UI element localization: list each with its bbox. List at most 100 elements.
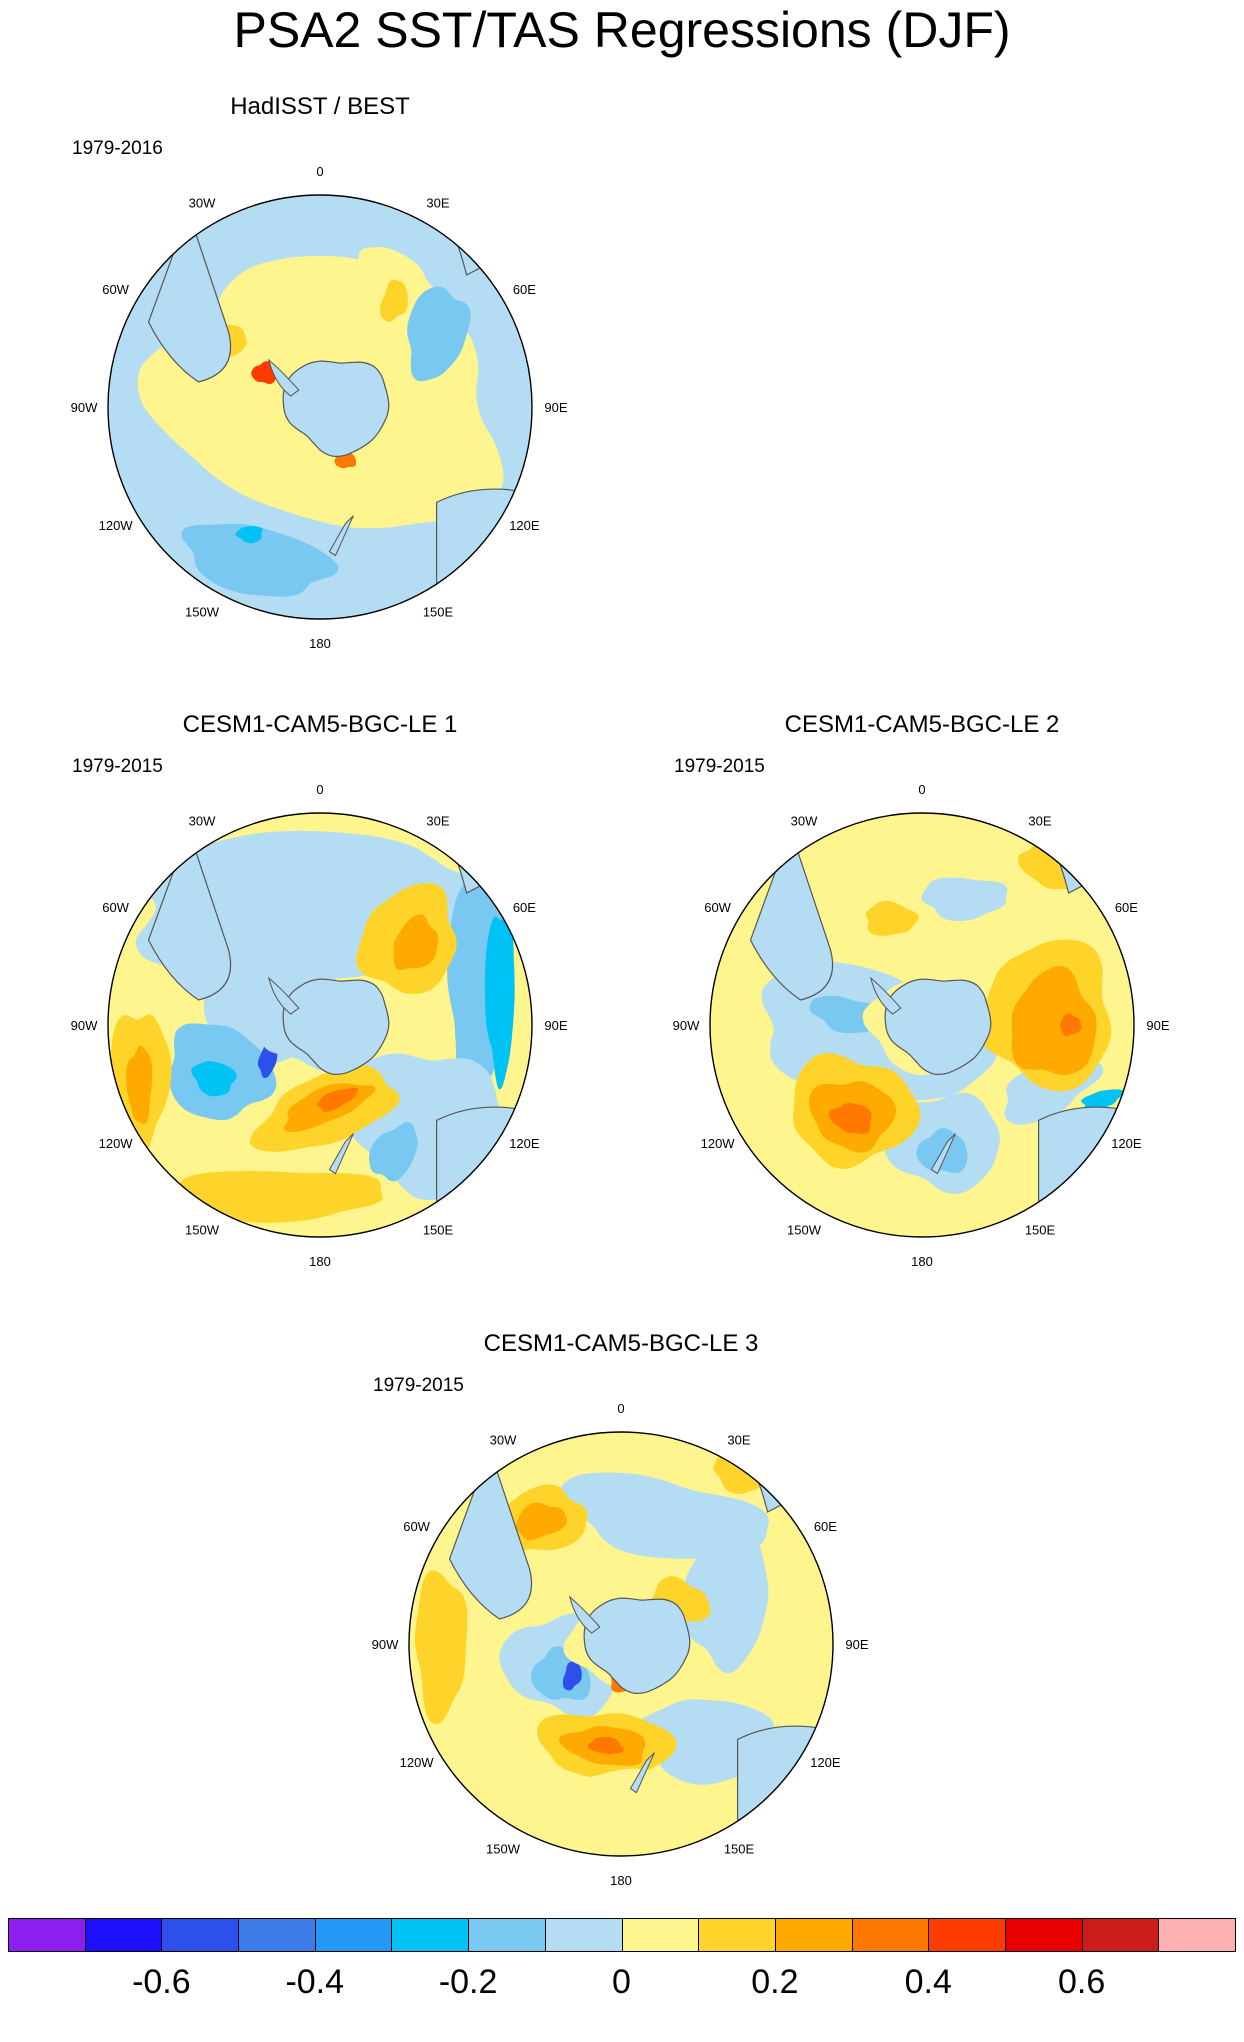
longitude-label: 0: [316, 782, 323, 797]
australia-landmass: [436, 488, 532, 606]
colorbar-swatch: [84, 1918, 163, 1952]
longitude-label: 120W: [99, 518, 134, 533]
colorbar-tick-label: -0.4: [285, 1963, 345, 2001]
peninsula-landmass: [267, 976, 300, 1015]
colorbar-swatch: [314, 1918, 393, 1952]
contour-region: [587, 1736, 624, 1755]
longitude-label: 150E: [423, 604, 454, 619]
longitude-label: 180: [610, 1873, 632, 1888]
map-panel-cesm-le-3: CESM1-CAM5-BGC-LE 3 1979-2015 0 30E 60E 90E…: [341, 1329, 901, 1899]
longitude-label: 60E: [1115, 900, 1138, 915]
longitude-label: 90E: [544, 400, 567, 415]
contour-region: [1060, 1013, 1082, 1037]
longitude-label: 90W: [372, 1637, 399, 1652]
longitude-label: 150W: [787, 1222, 822, 1237]
panel-period: 1979-2015: [72, 756, 163, 777]
new-zealand-landmass: [328, 1133, 354, 1175]
longitude-label: 90W: [673, 1018, 700, 1033]
longitude-label: 120W: [701, 1136, 736, 1151]
australia-landmass: [737, 1725, 833, 1843]
south-america-landmass: [448, 1447, 533, 1620]
contour-region: [539, 1768, 692, 1824]
longitude-label: 150E: [423, 1222, 454, 1237]
longitude-label: 180: [309, 1254, 331, 1269]
contour-region: [181, 523, 339, 597]
antarctica-landmass: [583, 1597, 691, 1695]
map-panel-hadisst-best: HadISST / BEST 1979-2016 0 30E 60E 90E 120E 1…: [40, 92, 600, 662]
contour-field: [710, 813, 1134, 1237]
contour-region: [380, 279, 408, 322]
longitude-label: 150W: [486, 1841, 521, 1856]
longitude-label: 120E: [509, 1136, 540, 1151]
new-zealand-landmass: [328, 515, 354, 557]
contour-region: [1081, 1089, 1126, 1111]
colorbar-swatch: [698, 1918, 776, 1952]
figure-title: PSA2 SST/TAS Regressions (DJF): [233, 2, 1011, 58]
longitude-label: 30W: [189, 814, 216, 829]
panel-period: 1979-2016: [72, 138, 163, 159]
map-panel-cesm-le-1: CESM1-CAM5-BGC-LE 1 1979-2015 0 30E 60E 90E…: [40, 710, 600, 1280]
colorbar-swatch: [851, 1918, 930, 1952]
longitude-label: 60E: [513, 282, 536, 297]
panel-title: CESM1-CAM5-BGC-LE 2: [784, 711, 1060, 738]
longitude-label: 150W: [185, 1222, 220, 1237]
colorbar-swatch: [928, 1918, 1006, 1952]
longitude-label: 60W: [704, 900, 731, 915]
longitude-label: 30W: [189, 196, 216, 211]
panel-title: CESM1-CAM5-BGC-LE 3: [483, 1330, 759, 1357]
colorbar-swatch: [161, 1918, 240, 1952]
longitude-label: 150W: [185, 604, 220, 619]
peninsula-landmass: [267, 358, 300, 397]
contour-region: [682, 1536, 769, 1674]
map-boundary: [709, 812, 1135, 1238]
polar-map: 0 30E 60E 90E 120E 150E 180 150W 120W 90W 60W 30W: [673, 782, 1170, 1269]
longitude-label: 0: [918, 782, 925, 797]
longitude-label: 120E: [1111, 1136, 1142, 1151]
peninsula-landmass: [869, 976, 902, 1015]
antarctica-landmass: [282, 978, 390, 1076]
longitude-label: 0: [617, 1401, 624, 1416]
longitude-label: 30E: [426, 814, 449, 829]
longitude-label: 90E: [544, 1018, 567, 1033]
south-america-landmass: [147, 828, 232, 1001]
longitude-label: 150E: [1025, 1222, 1056, 1237]
panel-title: CESM1-CAM5-BGC-LE 1: [182, 711, 458, 738]
longitude-label: 0: [316, 164, 323, 179]
map-boundary: [408, 1431, 834, 1857]
longitude-label: 60W: [102, 900, 129, 915]
contour-region: [515, 1502, 568, 1541]
contour-region: [921, 877, 1008, 922]
longitude-label: 90W: [71, 1018, 98, 1033]
antarctica-landmass: [884, 978, 992, 1076]
colorbar-swatch: [391, 1918, 470, 1952]
colorbar-swatch: [621, 1918, 700, 1952]
polar-map: 0 30E 60E 90E 120E 150E 180 150W 120W 90W 60W 30W: [372, 1401, 869, 1888]
contour-region: [349, 247, 443, 311]
longitude-label: 90W: [71, 400, 98, 415]
colorbar-tick-label: 0: [612, 1963, 631, 2001]
map-boundary: [107, 812, 533, 1238]
contour-region: [562, 1661, 582, 1691]
colorbar-swatch: [238, 1918, 316, 1952]
longitude-label: 60W: [403, 1519, 430, 1534]
contour-region: [1011, 966, 1097, 1076]
colorbar-tick-label: -0.2: [438, 1963, 498, 2001]
colorbar-tick-label: 0.4: [904, 1963, 952, 2001]
contour-region: [393, 914, 439, 970]
contour-field: [108, 813, 532, 1237]
contour-region: [484, 912, 515, 1090]
contour-field: [409, 1432, 833, 1856]
longitude-label: 120E: [509, 518, 540, 533]
contour-region: [414, 1570, 468, 1725]
longitude-label: 90E: [1146, 1018, 1169, 1033]
australia-landmass: [436, 1106, 532, 1224]
colorbar: -0.6 -0.4 -0.2 0 0.2 0.4 0.6: [8, 1918, 1236, 2036]
longitude-label: 60E: [814, 1519, 837, 1534]
new-zealand-landmass: [629, 1752, 655, 1794]
contour-field: [108, 195, 532, 619]
polar-map: 0 30E 60E 90E 120E 150E 180 150W 120W 90W 60W 30W: [71, 164, 568, 651]
longitude-label: 120W: [400, 1755, 435, 1770]
longitude-label: 60W: [102, 282, 129, 297]
south-america-landmass: [749, 828, 834, 1001]
